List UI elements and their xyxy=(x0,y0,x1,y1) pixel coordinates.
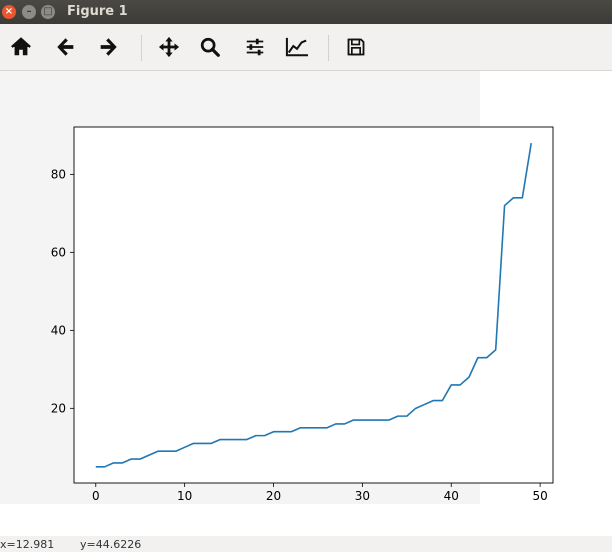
zoom-button[interactable] xyxy=(196,33,224,61)
save-button[interactable] xyxy=(342,33,370,61)
window-title: Figure 1 xyxy=(67,4,128,19)
axes-frame xyxy=(73,126,554,484)
x-tick-label: 40 xyxy=(444,489,459,503)
status-bar: x=12.981 y=44.6226 xyxy=(0,536,612,552)
y-tick-label: 20 xyxy=(51,401,66,415)
y-tick-label: 80 xyxy=(51,167,66,181)
back-arrow-icon xyxy=(57,38,74,56)
y-tick-label: 40 xyxy=(51,323,66,337)
x-tick-label: 10 xyxy=(177,489,192,503)
home-button[interactable] xyxy=(7,33,35,61)
zoom-icon xyxy=(200,37,220,57)
axes-background xyxy=(74,127,553,483)
cursor-y-readout: y=44.6226 xyxy=(80,538,142,551)
series-line xyxy=(95,143,533,468)
save-icon xyxy=(347,38,365,56)
toolbar-separator xyxy=(141,35,142,61)
x-tick-label: 20 xyxy=(266,489,281,503)
x-tick-label: 0 xyxy=(92,489,100,503)
close-window-button[interactable]: × xyxy=(2,5,16,19)
pan-icon xyxy=(158,36,180,58)
close-icon: × xyxy=(4,6,14,17)
subplots-icon xyxy=(246,38,264,56)
line-chart: 0 10 20 30 40 50 20 40 60 80 xyxy=(51,126,554,503)
toolbar-separator xyxy=(328,35,329,61)
minimize-icon: – xyxy=(26,6,32,17)
configure-subplots-button[interactable] xyxy=(241,33,269,61)
y-tick-label: 60 xyxy=(51,245,66,259)
back-button[interactable] xyxy=(52,33,80,61)
edit-curves-button[interactable] xyxy=(283,33,311,61)
forward-arrow-icon xyxy=(100,38,117,56)
minimize-window-button[interactable]: – xyxy=(22,5,36,19)
x-tick-label: 50 xyxy=(532,489,547,503)
window-titlebar: × – □ Figure 1 xyxy=(0,0,612,24)
maximize-icon: □ xyxy=(43,6,53,17)
cursor-x-readout: x=12.981 xyxy=(0,538,55,551)
maximize-window-button[interactable]: □ xyxy=(41,5,55,19)
forward-button[interactable] xyxy=(94,33,122,61)
edit-curves-icon xyxy=(285,37,308,57)
navigation-toolbar xyxy=(0,24,612,71)
x-tick-label: 30 xyxy=(355,489,370,503)
pan-button[interactable] xyxy=(155,33,183,61)
home-icon xyxy=(11,37,31,56)
